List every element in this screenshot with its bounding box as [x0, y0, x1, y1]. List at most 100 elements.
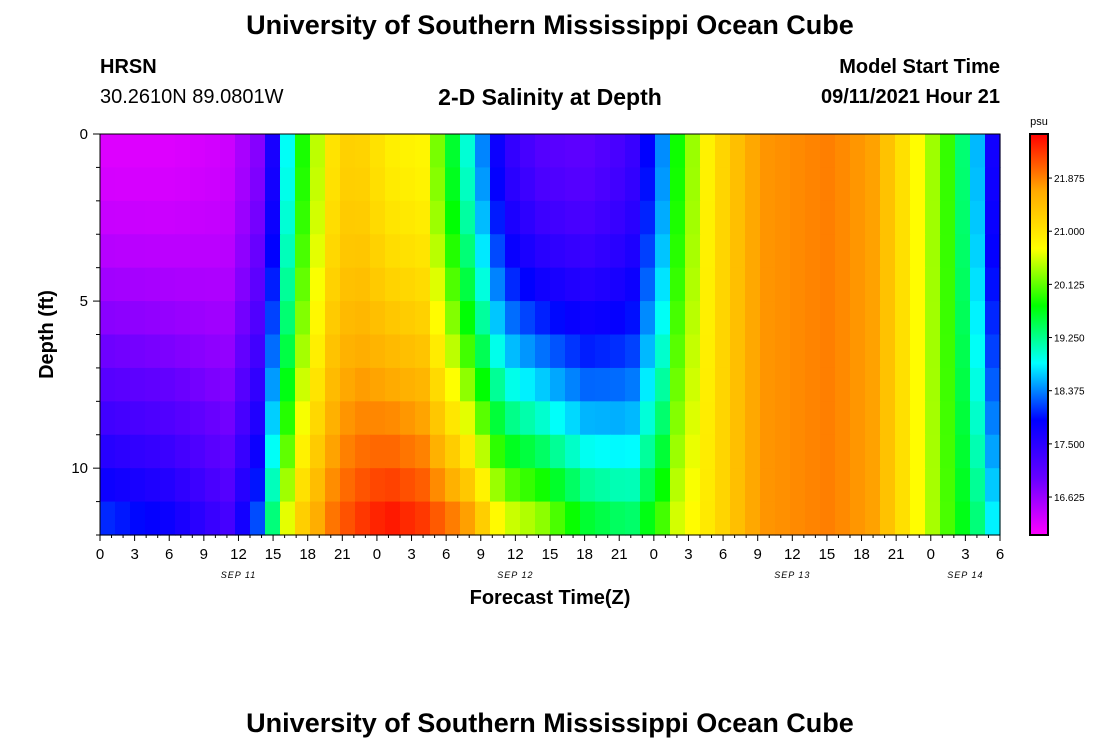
heatmap-cell — [190, 334, 206, 369]
heatmap-cell — [460, 200, 476, 235]
heatmap-cell — [325, 468, 341, 503]
heatmap-cell — [265, 200, 281, 235]
heatmap-cell — [505, 234, 521, 269]
heatmap-cell — [880, 501, 896, 536]
heatmap-cell — [280, 134, 296, 169]
heatmap-cell — [820, 267, 836, 302]
heatmap-cell — [130, 334, 146, 369]
heatmap-cell — [820, 334, 836, 369]
heatmap-cell — [700, 501, 716, 536]
heatmap-cell — [310, 401, 326, 436]
heatmap-cell — [175, 501, 191, 536]
heatmap-cell — [730, 367, 746, 402]
heatmap-cell — [925, 401, 941, 436]
heatmap-cell — [220, 200, 236, 235]
heatmap-cell — [640, 367, 656, 402]
heatmap-cell — [835, 267, 851, 302]
heatmap-cell — [220, 401, 236, 436]
heatmap-cell — [370, 200, 386, 235]
heatmap-cell — [130, 234, 146, 269]
heatmap-cell — [895, 367, 911, 402]
heatmap-cell — [715, 301, 731, 336]
heatmap-cell — [280, 267, 296, 302]
heatmap-cell — [760, 234, 776, 269]
heatmap-cell — [415, 301, 431, 336]
heatmap-cell — [970, 468, 986, 503]
heatmap-cell — [895, 234, 911, 269]
heatmap-cell — [580, 434, 596, 469]
salinity-heatmap — [100, 134, 1001, 536]
heatmap-cell — [925, 234, 941, 269]
heatmap-cell — [925, 134, 941, 169]
heatmap-cell — [235, 267, 251, 302]
heatmap-cell — [760, 501, 776, 536]
heatmap-cell — [310, 334, 326, 369]
heatmap-cell — [715, 468, 731, 503]
heatmap-cell — [505, 134, 521, 169]
heatmap-cell — [835, 401, 851, 436]
heatmap-cell — [175, 367, 191, 402]
heatmap-cell — [415, 401, 431, 436]
heatmap-cell — [385, 167, 401, 202]
heatmap-cell — [235, 434, 251, 469]
heatmap-cell — [475, 334, 491, 369]
heatmap-cell — [610, 167, 626, 202]
heatmap-cell — [745, 468, 761, 503]
heatmap-cell — [340, 401, 356, 436]
heatmap-cell — [250, 167, 266, 202]
heatmap-cell — [250, 367, 266, 402]
heatmap-cell — [340, 501, 356, 536]
heatmap-cell — [415, 334, 431, 369]
x-tick-label: 18 — [576, 546, 593, 563]
heatmap-cell — [535, 401, 551, 436]
heatmap-cell — [445, 468, 461, 503]
heatmap-cell — [775, 134, 791, 169]
heatmap-cell — [865, 401, 881, 436]
heatmap-cell — [550, 434, 566, 469]
heatmap-cell — [670, 167, 686, 202]
heatmap-cell — [925, 200, 941, 235]
heatmap-cell — [895, 200, 911, 235]
heatmap-cell — [160, 200, 176, 235]
heatmap-cell — [400, 434, 416, 469]
heatmap-cell — [445, 234, 461, 269]
heatmap-cell — [220, 334, 236, 369]
heatmap-cell — [445, 501, 461, 536]
heatmap-cell — [370, 267, 386, 302]
heatmap-cell — [910, 468, 926, 503]
heatmap-cell — [190, 301, 206, 336]
heatmap-cell — [640, 267, 656, 302]
heatmap-cell — [445, 134, 461, 169]
heatmap-cell — [550, 134, 566, 169]
heatmap-cell — [370, 401, 386, 436]
heatmap-cell — [505, 434, 521, 469]
heatmap-cell — [535, 234, 551, 269]
heatmap-cell — [790, 200, 806, 235]
heatmap-cell — [115, 301, 131, 336]
heatmap-cell — [835, 234, 851, 269]
heatmap-cell — [295, 501, 311, 536]
heatmap-cell — [580, 367, 596, 402]
heatmap-cell — [355, 267, 371, 302]
heatmap-cell — [730, 234, 746, 269]
heatmap-cell — [880, 267, 896, 302]
y-tick-label: 5 — [80, 293, 88, 310]
heatmap-cell — [130, 267, 146, 302]
heatmap-cell — [745, 434, 761, 469]
heatmap-cell — [430, 134, 446, 169]
heatmap-cell — [820, 401, 836, 436]
heatmap-cell — [190, 134, 206, 169]
y-axis-title: Depth (ft) — [36, 290, 58, 379]
heatmap-cell — [595, 501, 611, 536]
heatmap-cell — [550, 367, 566, 402]
heatmap-cell — [160, 501, 176, 536]
heatmap-cell — [235, 367, 251, 402]
heatmap-cell — [340, 301, 356, 336]
heatmap-cell — [550, 200, 566, 235]
heatmap-cell — [115, 167, 131, 202]
heatmap-cell — [325, 234, 341, 269]
heatmap-cell — [130, 468, 146, 503]
heatmap-cell — [295, 301, 311, 336]
heatmap-cell — [430, 167, 446, 202]
x-tick-label: 0 — [96, 546, 104, 563]
